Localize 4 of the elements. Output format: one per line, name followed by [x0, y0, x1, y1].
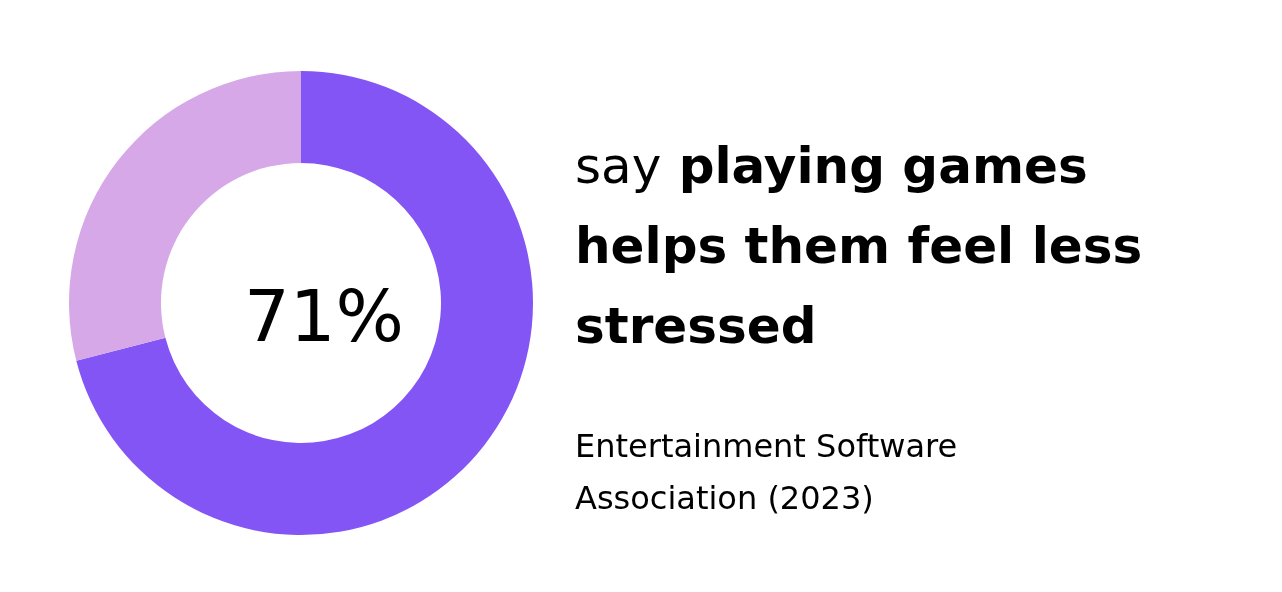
text: say playing games helps them feel less stressed [575, 137, 1143, 355]
data-label: 71% [243, 274, 405, 358]
text: Entertainment Software Association (2023) [575, 426, 959, 519]
donut-slice [76, 71, 533, 535]
